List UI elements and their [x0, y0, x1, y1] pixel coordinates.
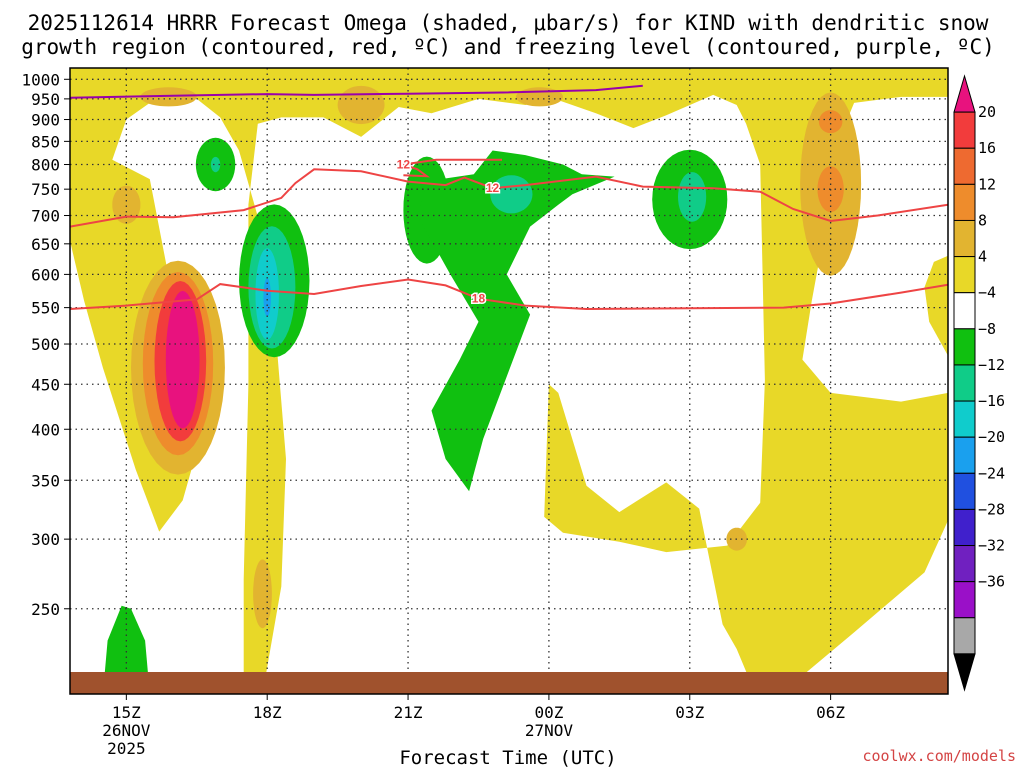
colorbar-bin [953, 256, 976, 294]
y-tick-label: 900 [31, 111, 60, 130]
contour-label: 18 [472, 292, 486, 306]
colorbar-bin [953, 545, 976, 583]
colorbar-bin [953, 617, 976, 655]
x-tick-label: 21Z [394, 703, 423, 722]
x-tick-year: 2025 [107, 739, 146, 758]
colorbar-bottom-arrow [953, 653, 976, 692]
omega-shaded-field [70, 68, 948, 694]
colorbar-label: 12 [978, 175, 996, 193]
y-tick-label: 450 [31, 375, 60, 394]
y-tick-label: 350 [31, 471, 60, 490]
x-axis-label: Forecast Time (UTC) [399, 747, 616, 768]
colorbar-bin [953, 364, 976, 402]
contour-lines: 18 12 12 [70, 84, 948, 311]
y-tick-label: 750 [31, 180, 60, 199]
teal-sinking-cell-low-left [210, 156, 221, 173]
x-tick-label: 18Z [253, 703, 282, 722]
colorbar-label: 4 [978, 248, 987, 266]
chart-title-line-2: growth region (contoured, red, ºC) and f… [21, 35, 995, 59]
colorbar-label: −28 [978, 500, 1005, 518]
yellow-rising-region-low [70, 68, 948, 694]
gold-column-upper [253, 559, 272, 629]
magenta-rising-core [165, 290, 200, 429]
contour-label: 12 [397, 158, 411, 172]
ground-level-band [70, 672, 948, 694]
colorbar-label: −8 [978, 320, 996, 338]
y-tick-label: 650 [31, 235, 60, 254]
y-tick-label: 1000 [21, 70, 60, 89]
colorbar-label: 8 [978, 211, 987, 229]
x-tick-label: 15Z [112, 703, 141, 722]
y-tick-label: 550 [31, 299, 60, 318]
y-tick-label: 950 [31, 90, 60, 109]
colorbar-label: 20 [978, 103, 996, 121]
gold-patch-low-left [112, 185, 141, 224]
y-tick-label: 800 [31, 156, 60, 175]
colorbar-bin [953, 292, 976, 330]
colorbar-label: 16 [978, 139, 996, 157]
colorbar-bin [953, 183, 976, 221]
x-tick-label: 00Z [534, 703, 563, 722]
blue-sinking-core-18z [263, 278, 271, 317]
y-tick-label: 400 [31, 420, 60, 439]
grid-lines [70, 68, 948, 694]
y-tick-label: 300 [31, 530, 60, 549]
x-tick-label: 06Z [816, 703, 845, 722]
colorbar-bin [953, 581, 976, 619]
credit-text: coolwx.com/models [862, 747, 1016, 765]
colorbar-bin [953, 472, 976, 510]
colorbar-bin [953, 111, 976, 149]
y-tick-label: 700 [31, 207, 60, 226]
x-tick-label: 03Z [675, 703, 704, 722]
gold-patch-low-left-2 [140, 87, 197, 107]
contour-label: 12 [486, 181, 500, 195]
colorbar-bin [953, 436, 976, 474]
x-tick-date: 26NOV [102, 721, 151, 740]
orange-column-right-low [818, 110, 843, 134]
y-axis: 250 300 350 400 450 500 550 600 650 700 750 800 850 9… [21, 70, 70, 619]
colorbar-label: −12 [978, 356, 1005, 374]
green-sinking-top-left [102, 605, 150, 694]
colorbar-label: −24 [978, 464, 1005, 482]
gold-patch-low-center-1 [337, 85, 385, 125]
green-sinking-band-0z [417, 150, 615, 492]
y-tick-label: 600 [31, 265, 60, 284]
colorbar-bin [953, 328, 976, 366]
colorbar: 20 16 12 8 4 −4 −8 −12 −16 −20 −24 −28 −32 −36 [953, 74, 1005, 692]
x-tick-date: 27NOV [525, 721, 574, 740]
teal-sinking-cell-3z [678, 172, 707, 222]
colorbar-label: −36 [978, 573, 1005, 591]
plot-frame [69, 67, 949, 695]
contour-line [70, 278, 948, 311]
colorbar-bin [953, 400, 976, 438]
y-tick-label: 500 [31, 335, 60, 354]
y-tick-label: 250 [31, 600, 60, 619]
colorbar-label: −16 [978, 392, 1005, 410]
chart-title-line-1: 2025112614 HRRR Forecast Omega (shaded, … [28, 11, 989, 35]
y-tick-label: 850 [31, 132, 60, 151]
colorbar-label: −4 [978, 284, 996, 302]
colorbar-bin [953, 508, 976, 547]
colorbar-label: −20 [978, 428, 1005, 446]
colorbar-bin [953, 219, 976, 258]
yellow-rising-region-right-edge [924, 255, 948, 356]
contour-line [70, 84, 643, 99]
colorbar-top-arrow [953, 74, 976, 113]
contour-line [403, 158, 502, 178]
colorbar-bin [953, 147, 976, 185]
contour-line [70, 168, 948, 228]
colorbar-label: −32 [978, 537, 1005, 555]
